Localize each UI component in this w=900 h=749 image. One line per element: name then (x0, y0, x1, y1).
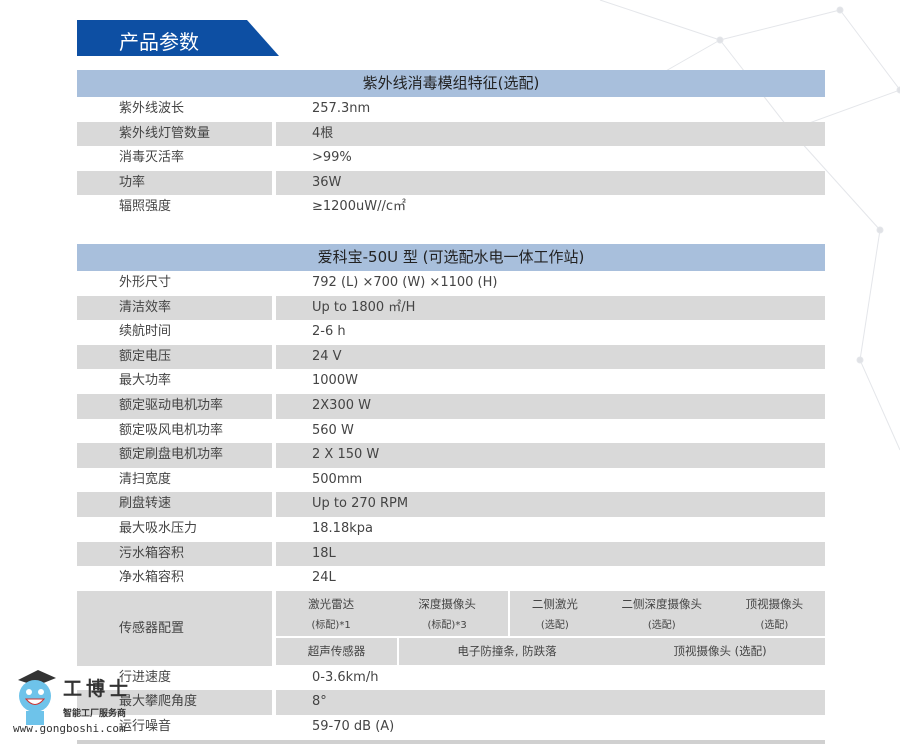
spec-row: 污水箱容积 18L (77, 541, 825, 567)
sensor-name: 二侧深度摄像头 (621, 596, 702, 611)
spec-label: 刷盘转速 (77, 492, 272, 517)
spec-value: 792 (L) ×700 (W) ×1100 (H) (312, 274, 498, 290)
spec-row: 最大功率 1000W (77, 369, 825, 394)
sensor-item: 电子防撞条, 防跌落 (457, 644, 557, 659)
spec-table: 紫外线消毒模组特征(选配) 紫外线波长 257.3nm 紫外线灯管数量 4根 消毒灭活率… (77, 70, 825, 745)
sensor-name: 深度摄像头 (418, 596, 476, 611)
sensor-item: 二侧激光 (选配) (532, 596, 578, 631)
spec-row: 最大吸水压力 18.18kpa (77, 517, 825, 542)
sensor-item: 超声传感器 (307, 644, 366, 659)
spec-label: 运行噪音 (119, 718, 172, 734)
spec-label: 行进速度 (119, 669, 172, 685)
spec-label: 传感器配置 (77, 590, 272, 666)
spec-row: 功率 36W (77, 170, 825, 196)
sensor-name: 二侧激光 (531, 596, 578, 611)
spec-row: 续航时间 2-6 h (77, 320, 825, 345)
spec-label: 续航时间 (119, 324, 172, 340)
spec-label: 净水箱容积 (119, 570, 185, 586)
section-title-banner: 产品参数 (77, 20, 279, 56)
spec-value: 2-6 h (312, 324, 346, 340)
spec-label: 消毒灭活率 (119, 150, 185, 166)
spec-value: Up to 270 RPM (276, 492, 825, 517)
sensor-note: (选配) (647, 619, 676, 631)
page-title: 产品参数 (119, 30, 199, 54)
spec-row: 运行噪音 59-70 dB (A) (77, 715, 825, 740)
sensor-note: (标配)*3 (427, 619, 467, 631)
spec-row: 清洁效率 Up to 1800 ㎡/H (77, 295, 825, 321)
spec-row: 外形尺寸 792 (L) ×700 (W) ×1100 (H) (77, 271, 825, 296)
mascot-icon (18, 670, 56, 725)
sensor-name: 激光雷达 (308, 596, 355, 611)
sensor-note: (选配) (540, 619, 569, 631)
spec-label: 清扫宽度 (119, 471, 172, 487)
spec-row: 行进速度 0-3.6km/h (77, 666, 825, 691)
sensor-config-row: 传感器配置 激光雷达 (标配)*1 深度摄像头 (标配)*3 二侧激光 (选配) 二侧深度… (77, 590, 825, 666)
spec-label: 污水箱容积 (77, 541, 272, 567)
spec-row: 清扫宽度 500mm (77, 468, 825, 493)
spec-value: 257.3nm (312, 101, 371, 116)
spec-value: >99% (312, 150, 352, 166)
spec-label: 紫外线灯管数量 (77, 121, 272, 147)
spec-row: 紫外线灯管数量 4根 (77, 121, 825, 147)
spec-label: 额定电压 (77, 344, 272, 370)
sensor-item: 深度摄像头 (标配)*3 (418, 596, 476, 631)
spec-value: ≥1200uW//c㎡ (312, 199, 406, 215)
spec-value: Up to 1800 ㎡/H (276, 295, 825, 321)
sensor-item: 顶视摄像头 (选配) (673, 644, 767, 659)
spec-row: 净水箱容积 24L (77, 566, 825, 591)
spec-value: 36W (276, 170, 825, 196)
section-header-model: 爱科宝-50U 型 (可选配水电一体工作站) (77, 243, 825, 271)
spec-value: 560 W (312, 422, 354, 438)
spec-row: 额定吸风电机功率 560 W (77, 419, 825, 444)
section-header-uv: 紫外线消毒模组特征(选配) (77, 70, 825, 97)
spec-value: 18L (276, 541, 825, 567)
spec-label: 额定吸风电机功率 (119, 422, 224, 438)
spec-value: 24 V (276, 344, 825, 370)
sensor-item: 激光雷达 (标配)*1 (308, 596, 354, 631)
spec-row: 额定驱动电机功率 2X300 W (77, 393, 825, 419)
spec-row: 额定电压 24 V (77, 344, 825, 370)
spec-value: 1000W (312, 373, 358, 389)
spec-value: 24L (312, 570, 336, 586)
spec-value: 59-70 dB (A) (312, 718, 395, 734)
sensor-item: 二侧深度摄像头 (选配) (621, 596, 702, 631)
spec-value: 4根 (276, 121, 825, 147)
spec-value: 2X300 W (276, 393, 825, 419)
table-bottom-bar (77, 740, 825, 745)
spec-label: 功率 (77, 170, 272, 196)
sensor-item: 顶视摄像头 (选配) (746, 596, 804, 631)
spec-label: 额定刷盘电机功率 (77, 443, 272, 468)
sensor-note: (标配)*1 (311, 619, 351, 631)
watermark-logo: 工博士 智能工厂服务商 www.gongboshi.com (8, 668, 128, 735)
spec-row: 刷盘转速 Up to 270 RPM (77, 492, 825, 517)
spec-value: 2 X 150 W (276, 443, 825, 468)
spec-row: 额定刷盘电机功率 2 X 150 W (77, 443, 825, 468)
spec-label: 辐照强度 (119, 199, 172, 215)
spec-label: 最大功率 (119, 373, 172, 389)
sensor-name: 顶视摄像头 (745, 596, 804, 611)
spec-row: 辐照强度 ≥1200uW//c㎡ (77, 195, 825, 220)
spec-value: 18.18kpa (312, 520, 373, 536)
spec-label: 外形尺寸 (119, 274, 172, 290)
spec-value: 0-3.6km/h (312, 669, 379, 685)
spec-value: 500mm (312, 471, 363, 487)
spec-label: 最大攀爬角度 (77, 690, 272, 715)
spec-value: 8° (276, 690, 825, 715)
spec-row: 紫外线波长 257.3nm (77, 97, 825, 122)
sensor-note: (选配) (760, 619, 789, 631)
spec-label: 额定驱动电机功率 (77, 393, 272, 419)
spec-label: 清洁效率 (77, 295, 272, 321)
spec-label: 紫外线波长 (119, 101, 185, 116)
spec-row: 消毒灭活率 >99% (77, 146, 825, 171)
spec-row: 最大攀爬角度 8° (77, 690, 825, 715)
spec-label: 最大吸水压力 (119, 520, 198, 536)
